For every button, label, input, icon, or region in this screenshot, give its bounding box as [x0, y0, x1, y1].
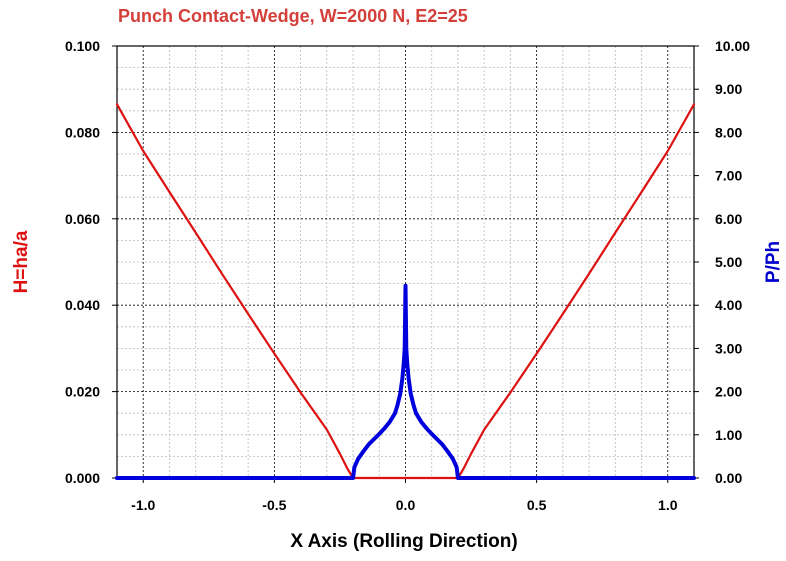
x-axis-label: X Axis (Rolling Direction): [290, 531, 517, 552]
right-tick-label: 0.00: [715, 470, 742, 486]
pressure-series-line: [115, 283, 696, 480]
left-tick-label: 0.020: [65, 384, 100, 400]
gap-series-line: [115, 103, 696, 480]
right-axis-ticks: 0.00 1.00 2.00 3.00 4.00 5.00 6.00 7.00 8.00 9.00…: [694, 38, 750, 486]
x-tick-label: -1.0: [131, 497, 155, 513]
x-tick-label: 0.5: [527, 497, 547, 513]
right-tick-label: 6.00: [715, 211, 742, 227]
right-tick-label: 3.00: [715, 340, 742, 356]
right-axis-label: P/Ph: [763, 241, 784, 283]
left-tick-label: 0.040: [65, 297, 100, 313]
left-axis-ticks: 0.000 0.020 0.040 0.060 0.080 0.100: [65, 38, 117, 486]
right-tick-label: 8.00: [715, 124, 742, 140]
left-tick-label: 0.060: [65, 211, 100, 227]
right-tick-label: 10.00: [715, 38, 750, 54]
right-tick-label: 4.00: [715, 297, 742, 313]
right-tick-label: 2.00: [715, 384, 742, 400]
x-axis-ticks: -1.0 -0.5 0.0 0.5 1.0: [131, 478, 678, 513]
x-tick-label: 1.0: [658, 497, 678, 513]
right-tick-label: 5.00: [715, 254, 742, 270]
left-tick-label: 0.000: [65, 470, 100, 486]
x-tick-label: 0.0: [396, 497, 416, 513]
series-layer: [115, 103, 696, 480]
right-tick-label: 1.00: [715, 427, 742, 443]
chart-title: Punch Contact-Wedge, W=2000 N, E2=25: [118, 6, 468, 26]
left-tick-label: 0.080: [65, 124, 100, 140]
right-tick-label: 7.00: [715, 168, 742, 184]
right-tick-label: 9.00: [715, 81, 742, 97]
left-tick-label: 0.100: [65, 38, 100, 54]
left-axis-label: H=ha/a: [11, 230, 32, 293]
x-tick-label: -0.5: [262, 497, 286, 513]
